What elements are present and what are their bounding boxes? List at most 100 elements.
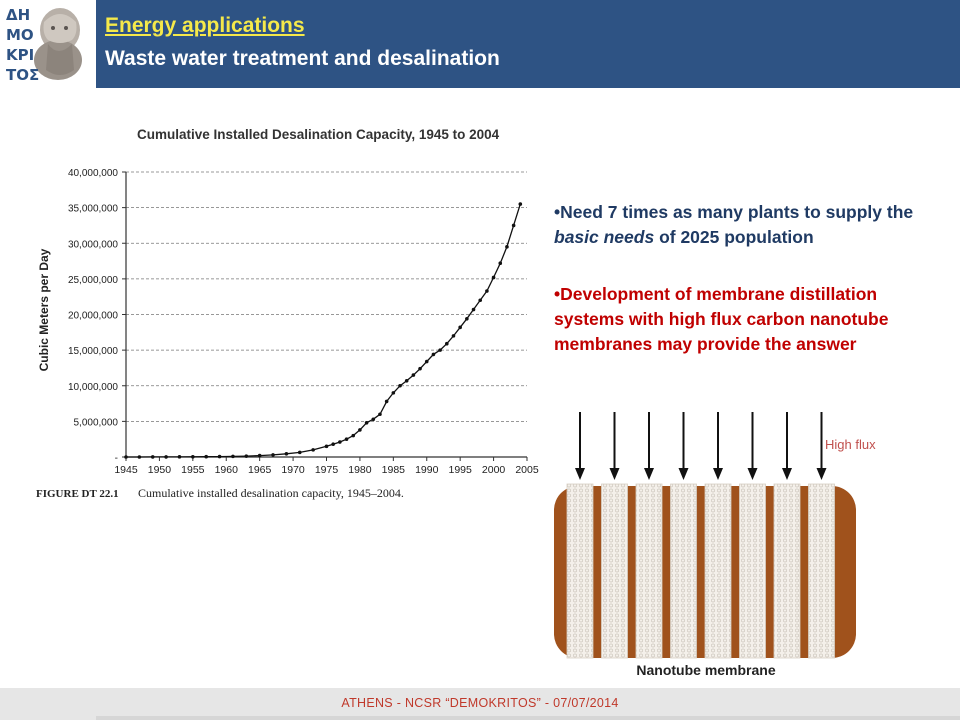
chart-data-point: [297, 450, 302, 455]
chart-data-point: [204, 454, 208, 459]
chart-y-tick-label: 15,000,000: [68, 346, 118, 357]
chart-data-point: [324, 444, 329, 449]
chart-x-tick-label: 1995: [448, 464, 472, 476]
democritus-logo: ΔΗ ΜΟ ΚΡΙ ΤΟΣ: [0, 0, 96, 88]
chart-data-point: [137, 455, 142, 459]
flux-arrow-head: [713, 468, 723, 480]
chart-data-point: [485, 289, 489, 293]
chart-data-point: [257, 453, 262, 458]
chart-x-ticks: 1945 1950 1955 1960 1965 1970 1975 1980 1985 1990…: [114, 464, 539, 476]
membrane-label: Nanotube membrane: [636, 662, 775, 678]
slide-title: Energy applications: [105, 14, 305, 37]
flux-arrow-head: [747, 468, 758, 480]
chart-data-point: [424, 359, 429, 364]
chart-y-tick-label: -: [115, 453, 118, 464]
chart-title: Cumulative Installed Desalination Capaci…: [137, 127, 500, 142]
chart-data-point: [231, 454, 235, 459]
chart-y-tick-label: 40,000,000: [68, 168, 118, 179]
bullet-plants-text-2: of 2025 population: [654, 227, 814, 247]
chart-data-point: [217, 454, 222, 459]
nanotube: [773, 483, 801, 659]
chart-x-tick-label: 1980: [348, 464, 372, 476]
chart-data-point: [411, 373, 416, 377]
chart-y-tick-label: 35,000,000: [68, 204, 118, 215]
nanotube: [601, 483, 628, 659]
chart-x-tick-label: 1945: [114, 464, 138, 476]
flux-arrow-head: [644, 468, 654, 480]
nanotube: [635, 483, 663, 659]
chart-series-points: [124, 202, 523, 459]
chart-y-ticks: - 5,000,000 10,000,000 15,000,000 20,000,000…: [68, 168, 118, 464]
chart-data-point: [451, 334, 456, 338]
membrane-tubes: [566, 483, 835, 659]
chart-data-point: [418, 366, 422, 371]
chart-caption-text: Cumulative installed desalination capaci…: [138, 486, 404, 500]
bullet-membrane-development: •Development of membrane distillation sy…: [554, 284, 889, 354]
high-flux-label: High flux: [825, 437, 876, 452]
chart-grid: [126, 171, 527, 422]
chart-x-tick-label: 1955: [181, 464, 205, 476]
chart-data-point: [344, 437, 349, 441]
chart-y-tick-label: 10,000,000: [68, 382, 118, 393]
chart-data-point: [338, 440, 342, 444]
chart-y-tick-label: 20,000,000: [68, 311, 118, 322]
chart-data-point: [478, 298, 483, 303]
slide-footer: ATHENS - NCSR “DEMOKRITOS” - 07/07/2014: [0, 688, 960, 720]
svg-text:ΚΡΙ: ΚΡΙ: [6, 46, 34, 64]
chart-data-point: [371, 417, 376, 422]
chart-data-point: [391, 391, 396, 395]
chart-data-point: [351, 433, 356, 438]
flux-arrow-head: [575, 468, 585, 480]
chart-data-point: [244, 454, 249, 458]
chart-y-tick-label: 5,000,000: [74, 417, 119, 428]
chart-data-point: [471, 307, 476, 312]
flux-arrow-head: [782, 468, 792, 480]
nanotube: [704, 483, 732, 659]
chart-data-point: [445, 341, 449, 346]
chart-data-point: [398, 383, 402, 388]
nanotube: [566, 483, 594, 659]
chart-x-tick-label: 1950: [148, 464, 172, 476]
chart-x-tick-label: 1985: [382, 464, 406, 476]
chart-data-point: [518, 202, 523, 206]
slide-subtitle: Waste water treatment and desalination: [105, 47, 500, 70]
svg-text:ΔΗ: ΔΗ: [6, 6, 30, 24]
bullet-plants-text-1: •Need 7 times as many plants to supply t…: [554, 202, 914, 222]
chart-data-point: [505, 245, 509, 249]
flux-arrow-head: [816, 468, 827, 480]
chart-data-point: [438, 348, 442, 352]
chart-y-tick-label: 30,000,000: [68, 239, 118, 250]
svg-text:ΜΟ: ΜΟ: [6, 26, 34, 44]
chart-caption-label: FIGURE DT 22.1: [36, 488, 119, 500]
chart-data-point: [431, 352, 436, 357]
chart-axes: [122, 171, 528, 461]
chart-data-point: [465, 316, 469, 321]
bullet-plants-emphasis: basic needs: [554, 227, 655, 247]
nanotube: [808, 483, 835, 659]
chart-data-point: [384, 399, 389, 404]
chart-data-point: [311, 448, 315, 452]
chart-data-point: [498, 261, 503, 265]
chart-x-tick-label: 1975: [315, 464, 339, 476]
chart-x-tick-label: 1990: [415, 464, 439, 476]
chart-data-point: [150, 455, 155, 459]
chart-x-tick-label: 1960: [215, 464, 239, 476]
bullet-plants-needed: •Need 7 times as many plants to supply t…: [554, 200, 954, 250]
flux-arrows: [575, 412, 827, 480]
democritus-bust-icon: ΔΗ ΜΟ ΚΡΙ ΤΟΣ: [0, 0, 96, 88]
chart-data-point: [191, 454, 195, 459]
slide-header: ΔΗ ΜΟ ΚΡΙ ΤΟΣ Energy applications Waste …: [0, 0, 960, 88]
flux-arrow-head: [609, 468, 620, 480]
chart-data-point: [358, 428, 362, 432]
chart-data-point: [164, 455, 168, 459]
nanotube-membrane-diagram: High flux Nanotube membrane: [554, 412, 876, 678]
nanotube: [670, 483, 697, 659]
chart-data-point: [364, 421, 369, 425]
footer-text: ATHENS - NCSR “DEMOKRITOS” - 07/07/2014: [341, 696, 619, 710]
chart-data-point: [458, 325, 462, 330]
chart-data-point: [404, 378, 409, 383]
chart-data-point: [124, 455, 128, 459]
chart-data-point: [491, 275, 496, 280]
chart-data-point: [177, 455, 182, 459]
chart-y-axis-label: Cubic Meters per Day: [37, 248, 51, 371]
